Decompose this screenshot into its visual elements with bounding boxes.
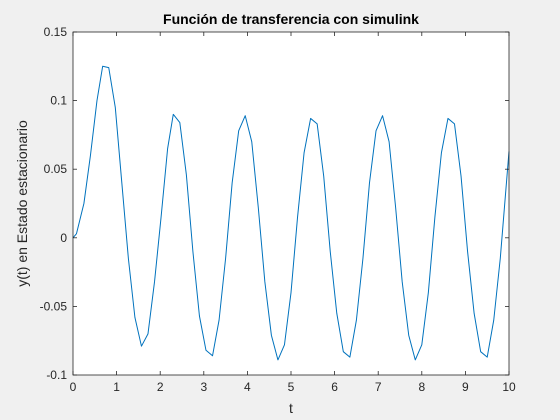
x-axis-label: t	[289, 400, 293, 416]
chart-title: Función de transferencia con simulink	[163, 11, 419, 27]
x-tick-label: 6	[331, 380, 338, 394]
y-tick-label: -0.1	[46, 368, 67, 382]
x-tick-label: 2	[157, 380, 164, 394]
plot-area	[73, 32, 509, 375]
x-tick-label: 1	[113, 380, 120, 394]
series-layer	[72, 65, 510, 361]
x-tick-label: 7	[375, 380, 382, 394]
y-ticks: -0.1 -0.05 0 0.05 0.1 0.15	[40, 25, 509, 382]
y-tick-label: 0.05	[44, 162, 68, 176]
x-tick-label: 10	[502, 380, 516, 394]
y-tick-label: 0	[60, 231, 67, 245]
y-tick-label: 0.1	[50, 94, 67, 108]
series-line	[72, 65, 510, 361]
y-axis-label: y(t) en Estado estacionario	[14, 120, 30, 287]
x-tick-label: 3	[200, 380, 207, 394]
x-tick-label: 0	[70, 380, 77, 394]
x-tick-label: 4	[244, 380, 251, 394]
x-tick-label: 9	[462, 380, 469, 394]
x-tick-label: 5	[288, 380, 295, 394]
y-tick-label: -0.05	[40, 299, 68, 313]
x-tick-label: 8	[418, 380, 425, 394]
x-ticks: 0 1 2 3 4 5 6 7 8 9 10	[70, 32, 516, 394]
y-tick-label: 0.15	[44, 25, 68, 39]
